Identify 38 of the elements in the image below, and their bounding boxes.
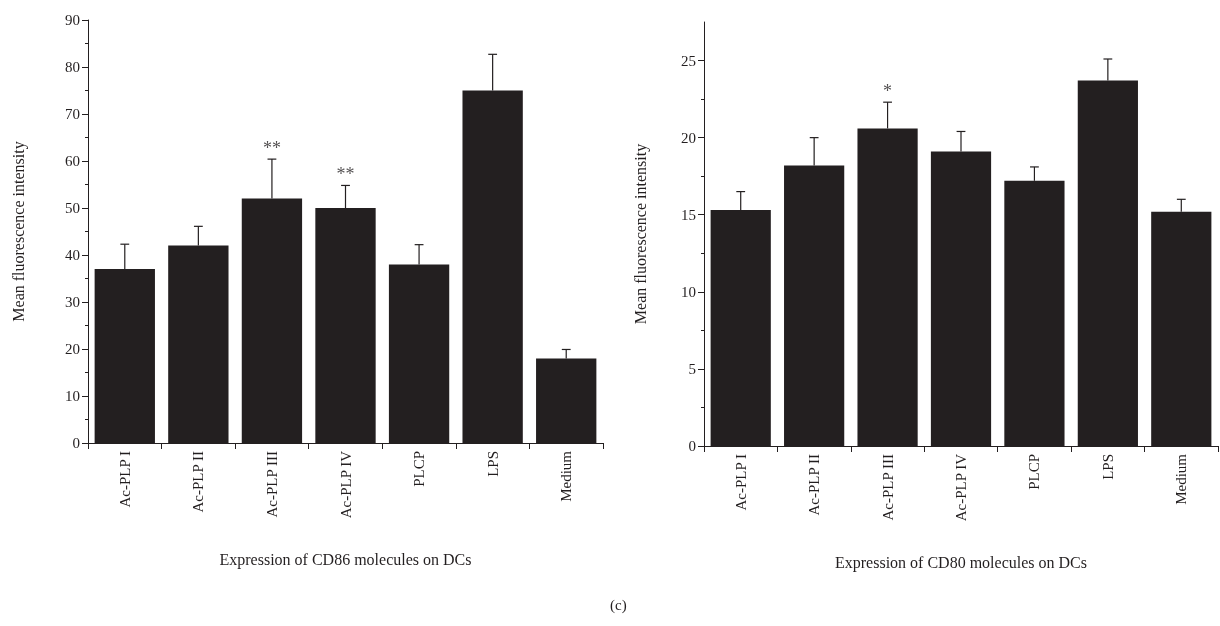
x-tick-label: Ac-PLP II	[806, 454, 823, 516]
x-axis-title: Expression of CD86 molecules on DCs	[219, 550, 472, 569]
x-tick-label: PLCP	[1026, 454, 1043, 490]
y-tick-label: 50	[65, 200, 80, 216]
annotation: **	[262, 138, 281, 159]
x-tick-label: Medium	[558, 450, 575, 502]
x-tick-label: Ac-PLP IV	[337, 450, 354, 519]
y-tick-label: 0	[688, 438, 696, 454]
annotation: *	[883, 81, 893, 102]
y-tick-label: 0	[72, 435, 80, 451]
x-tick-label: LPS	[1099, 454, 1116, 480]
x-tick-label: Ac-PLP IV	[953, 453, 969, 522]
x-tick-label: Ac-PLP I	[732, 454, 749, 511]
x-tick-label: Ac-PLP III	[879, 454, 896, 521]
y-tick-label: 5	[688, 360, 696, 377]
x-tick-label: Ac-PLP III	[263, 451, 280, 518]
x-tick-label: PLCP	[411, 451, 428, 487]
y-tick-label: 40	[65, 247, 80, 263]
y-tick-label: 10	[681, 283, 696, 300]
x-tick-label: LPS	[484, 451, 501, 477]
y-tick-label: 20	[65, 341, 80, 357]
y-tick-label: 80	[65, 59, 80, 75]
text: (c)	[610, 596, 627, 614]
x-tick-label: Ac-PLP II	[190, 451, 207, 513]
y-tick-label: 90	[65, 12, 80, 28]
y-tick-label: 30	[65, 294, 80, 310]
y-tick-label: 15	[681, 206, 696, 223]
y-tick-label: 70	[65, 106, 80, 122]
x-tick-label: Ac-PLP I	[116, 451, 133, 508]
x-tick-label: Medium	[1173, 453, 1190, 505]
y-tick-label: 10	[65, 388, 80, 404]
annotation: **	[336, 164, 355, 185]
x-axis-title: Expression of CD80 molecules on DCs	[835, 553, 1087, 572]
y-axis-title: Mean fluorescence intensity	[631, 143, 650, 325]
y-tick-label: 60	[65, 153, 80, 169]
y-tick-label: 25	[681, 52, 696, 69]
y-axis-title: Mean fluorescence intensity	[9, 141, 28, 322]
y-tick-label: 20	[681, 129, 696, 146]
